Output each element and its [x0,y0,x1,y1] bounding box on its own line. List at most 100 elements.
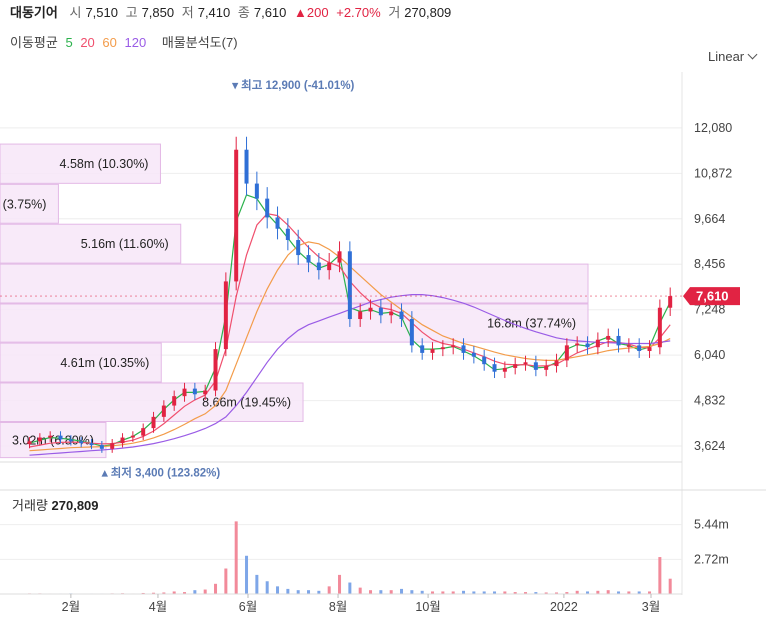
volume-bar [596,590,600,594]
candle-body [79,441,84,444]
high-label: 고 [125,5,138,20]
volume-value: 270,809 [404,5,452,20]
price-header: 대동기어 시 7,510 고 7,850 저 7,410 종 7,610 ▲200 +2… [10,2,455,22]
candle-body [523,362,528,365]
volume-bar [389,590,393,594]
candle-body [451,345,456,348]
price-tick-label: 4,832 [694,394,725,408]
candle-body [58,435,63,440]
candle-body [296,240,301,256]
candle-body [99,445,104,449]
time-tick-label: 3월 [642,600,660,614]
candle-body [575,343,580,346]
candle-body [223,281,228,350]
volume-bar [410,590,414,594]
candle-body [244,149,249,184]
volume-profile-bar [0,183,59,224]
volume-bar [441,591,445,594]
close-label: 종 [237,5,250,20]
price-tick-label: 8,456 [694,257,725,271]
volume-bar [162,592,166,594]
candle-body [234,149,239,282]
volume-profile-label: 5.16m (11.60%) [81,237,169,251]
candle-body [585,343,590,348]
scale-selector-label: Linear [708,49,745,64]
volume-profile-label: 16.8m (37.74%) [487,317,576,331]
candle-body [151,416,156,429]
volume-bar [524,592,528,594]
candle-body [285,228,290,241]
candle-body [110,443,115,449]
candle-body [327,262,332,271]
candle-body [120,437,125,444]
price-tick-label: 9,664 [694,212,725,226]
candle-body [182,388,187,397]
volume-bar [637,591,641,594]
volume-bar [265,581,269,594]
volume-profile-bar [0,303,589,343]
volume-bar [338,574,342,594]
change-up-icon: ▲ [294,5,307,20]
candle-body [668,296,673,308]
volume-profile-bar [0,421,107,459]
volume-bar [431,591,435,594]
change-percent: +2.70% [336,5,381,20]
volume-bar [307,590,311,594]
candle-body [409,319,414,346]
volume-bar [214,583,218,594]
candle-body [657,307,662,348]
candle-body [306,255,311,263]
volume-bar [245,555,249,594]
candle-body [141,428,146,436]
candle-body [347,251,352,320]
volume-bar [606,590,610,594]
candle-body [492,364,497,372]
volume-bar [296,590,300,594]
volume-bar [462,590,466,594]
ma-60-label: 60 [102,35,117,50]
volume-profile-label[interactable]: 매물분석도(7) [161,35,238,50]
volume-bar [317,590,321,594]
volume-bar [565,592,569,594]
volume-label: 거 [388,5,401,20]
volume-profile-bar [0,223,182,264]
high-annotation: ▾ 최고 12,900 (-41.01%) [231,78,354,92]
volume-profile-bar [0,382,304,422]
volume-bar [555,592,559,594]
candle-body [89,443,94,446]
volume-bar [658,557,662,594]
volume-bar [648,591,652,594]
time-tick-label: 2022 [550,600,578,614]
candle-body [275,217,280,229]
volume-bar [617,591,621,594]
scale-selector[interactable]: Linear [708,49,758,64]
volume-profile-label: 3.02m (6.80%) [12,434,94,448]
candle-body [606,335,611,340]
volume-bar [172,591,176,594]
candle-body [502,367,507,372]
volume-profile-bar [0,263,589,304]
time-tick-label: 2월 [62,600,80,614]
stock-name: 대동기어 [10,5,58,20]
volume-profile-label: 1.67m (3.75%) [0,197,46,211]
candle-body [637,345,642,352]
candle-body [254,183,259,199]
volume-bar [327,586,331,594]
volume-title-value: 270,809 [51,498,99,513]
last-price-label: 7,610 [696,289,729,304]
volume-title: 거래량 270,809 [12,495,99,514]
moving-average-legend[interactable]: 이동평균 5 20 60 120 매물분석도(7) [10,32,242,51]
volume-bar [451,591,455,594]
low-label: 저 [181,5,194,20]
volume-bar [627,591,631,594]
candle-body [440,347,445,350]
candle-body [337,251,342,263]
candle-body [461,345,466,353]
candle-body [564,345,569,361]
volume-profile-bar [0,143,161,184]
price-tick-label: 7,248 [694,303,725,317]
volume-bar [420,590,424,594]
volume-bar [379,590,383,594]
volume-bar [203,589,207,594]
